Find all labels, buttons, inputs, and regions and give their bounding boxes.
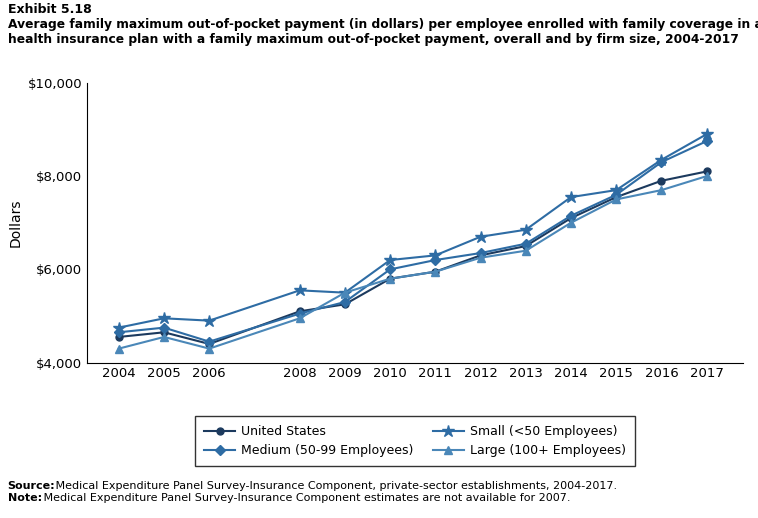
- Medium (50-99 Employees): [657, 159, 666, 165]
- Line: Small (<50 Employees): Small (<50 Employees): [113, 128, 713, 334]
- Small (<50 Employees): [114, 324, 124, 330]
- Medium (50-99 Employees): [566, 212, 575, 219]
- Small (<50 Employees): [522, 226, 531, 233]
- Large (100+ Employees): [295, 315, 304, 321]
- Large (100+ Employees): [114, 346, 124, 352]
- Line: Medium (50-99 Employees): Medium (50-99 Employees): [115, 138, 710, 345]
- Medium (50-99 Employees): [476, 250, 485, 256]
- Text: Note:: Note:: [8, 493, 42, 503]
- Small (<50 Employees): [431, 252, 440, 258]
- Large (100+ Employees): [566, 220, 575, 226]
- Medium (50-99 Employees): [702, 138, 711, 144]
- Small (<50 Employees): [612, 187, 621, 193]
- United States: [205, 341, 214, 347]
- Large (100+ Employees): [340, 290, 349, 296]
- United States: [114, 334, 124, 340]
- United States: [566, 215, 575, 221]
- United States: [476, 252, 485, 258]
- United States: [612, 194, 621, 200]
- Text: Average family maximum out-of-pocket payment (in dollars) per employee enrolled : Average family maximum out-of-pocket pay…: [8, 18, 758, 31]
- Medium (50-99 Employees): [114, 329, 124, 336]
- Small (<50 Employees): [566, 194, 575, 200]
- Text: Medical Expenditure Panel Survey-Insurance Component, private-sector establishme: Medical Expenditure Panel Survey-Insuran…: [52, 481, 617, 491]
- Large (100+ Employees): [159, 334, 168, 340]
- Large (100+ Employees): [657, 187, 666, 193]
- Small (<50 Employees): [205, 318, 214, 324]
- Large (100+ Employees): [386, 276, 395, 282]
- Medium (50-99 Employees): [386, 266, 395, 272]
- United States: [159, 329, 168, 336]
- Large (100+ Employees): [476, 255, 485, 261]
- Medium (50-99 Employees): [205, 339, 214, 345]
- Large (100+ Employees): [702, 173, 711, 179]
- Small (<50 Employees): [657, 156, 666, 163]
- Y-axis label: Dollars: Dollars: [8, 198, 22, 247]
- Large (100+ Employees): [205, 346, 214, 352]
- Legend: United States, Medium (50-99 Employees), Small (<50 Employees), Large (100+ Empl: United States, Medium (50-99 Employees),…: [196, 416, 634, 466]
- Medium (50-99 Employees): [612, 192, 621, 198]
- Text: Medical Expenditure Panel Survey-Insurance Component estimates are not available: Medical Expenditure Panel Survey-Insuran…: [40, 493, 571, 503]
- Line: Large (100+ Employees): Large (100+ Employees): [114, 172, 711, 353]
- Small (<50 Employees): [386, 257, 395, 263]
- United States: [702, 168, 711, 175]
- Large (100+ Employees): [431, 268, 440, 275]
- Text: Source:: Source:: [8, 481, 55, 491]
- Large (100+ Employees): [612, 196, 621, 203]
- Medium (50-99 Employees): [159, 324, 168, 330]
- Text: health insurance plan with a family maximum out-of-pocket payment, overall and b: health insurance plan with a family maxi…: [8, 33, 738, 46]
- Medium (50-99 Employees): [431, 257, 440, 263]
- Small (<50 Employees): [340, 290, 349, 296]
- Small (<50 Employees): [295, 287, 304, 293]
- Small (<50 Employees): [476, 234, 485, 240]
- United States: [522, 243, 531, 249]
- Small (<50 Employees): [702, 131, 711, 137]
- United States: [431, 268, 440, 275]
- Line: United States: United States: [115, 168, 710, 348]
- Medium (50-99 Employees): [340, 299, 349, 305]
- United States: [340, 301, 349, 308]
- United States: [386, 276, 395, 282]
- Text: Exhibit 5.18: Exhibit 5.18: [8, 3, 91, 16]
- United States: [657, 178, 666, 184]
- Medium (50-99 Employees): [522, 241, 531, 247]
- Medium (50-99 Employees): [295, 310, 304, 316]
- Small (<50 Employees): [159, 315, 168, 321]
- United States: [295, 308, 304, 314]
- Large (100+ Employees): [522, 248, 531, 254]
